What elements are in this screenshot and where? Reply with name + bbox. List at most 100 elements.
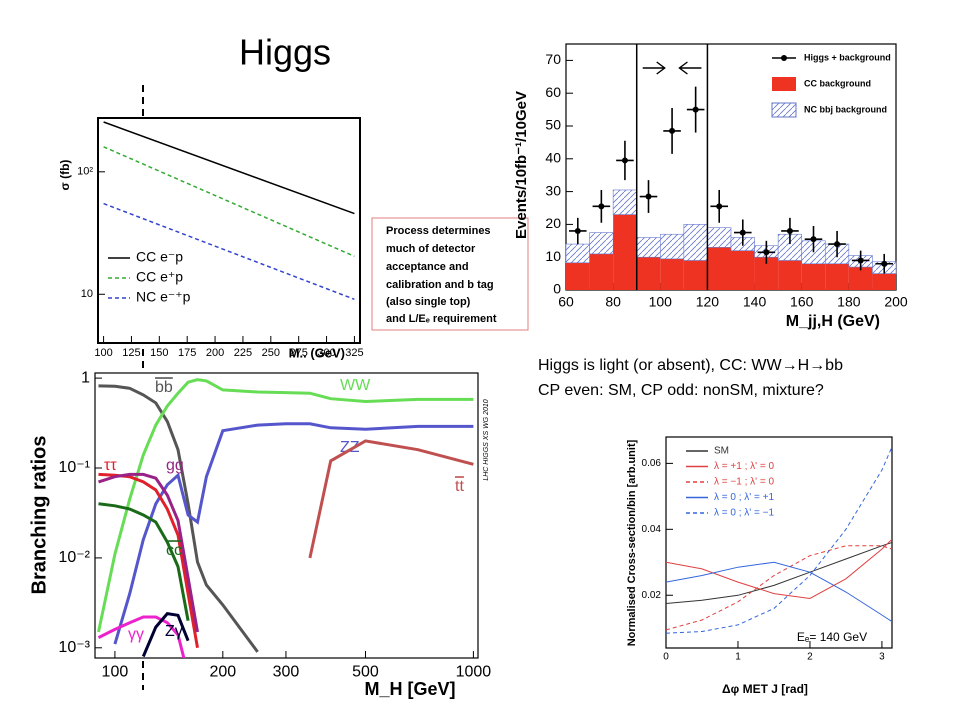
hist-bar [660,258,684,290]
data-point [739,229,746,236]
data-point [834,241,841,248]
data-point [881,260,888,267]
curve-label: γγ [128,626,144,643]
data-point [669,127,676,134]
x-tick-label: 140 [743,293,767,309]
hist-bar [848,267,873,290]
series-line [113,422,474,645]
series-line [98,502,190,621]
y-tick-label: 10² [77,166,93,178]
data-point [810,236,817,243]
hist-bar [801,263,826,290]
hist-bar [636,237,661,258]
series-line [666,538,892,600]
caption-line: Higgs is light (or absent), CC: WW→H→bb [538,357,843,374]
legend-label: NC bbj background [804,104,887,114]
y-axis-label: Branching ratios [28,436,50,595]
x-tick-label: 100 [102,664,129,681]
data-point [857,257,864,264]
y-tick-label: 40 [545,150,561,166]
curve-label: WW [340,377,371,394]
hist-bar [589,232,614,255]
plot-frame [97,117,361,344]
note-line: much of detector [386,243,476,255]
x-tick-label: 325 [345,347,363,359]
y-tick-label: 10⁻¹ [58,459,90,476]
series-line [308,439,474,559]
hist-bar [613,214,637,290]
hist-bar [589,253,614,290]
x-tick-label: 200 [209,664,236,681]
note-line: acceptance and [386,261,469,273]
y-axis-label: Events/10fb⁻¹/10GeV [513,91,530,239]
annotation: Eₑ= 140 GeV [797,630,867,644]
y-tick-label: 0.06 [642,458,662,469]
x-tick-label: 100 [649,293,673,309]
series-line [141,611,190,658]
curve-label: ττ [104,457,117,474]
hist-bar [872,273,896,290]
hist-bar [754,257,779,290]
legend-swatch [771,102,797,118]
y-tick-label: 0 [553,281,561,297]
caption-line: CP even: SM, CP odd: nonSM, mixture? [538,382,824,399]
y-tick-label: 0.04 [642,524,662,535]
note-line: and L/Eₑ requirement [386,313,497,325]
x-tick-label: 80 [605,293,621,309]
legend-label: NC e⁻⁺p [136,289,191,305]
legend-label: CC e⁻p [136,249,183,265]
data-point [574,227,581,234]
note-line: (also single top) [386,296,471,308]
y-tick-label: 30 [545,182,561,198]
legend-label: SM [714,446,729,457]
x-axis-label: M_jj,H (GeV) [786,313,880,330]
x-tick-label: 60 [558,293,574,309]
x-tick-label: 2 [807,652,813,663]
hist-bar [566,262,590,290]
legend-swatch [772,77,796,91]
series-line [666,446,892,634]
series-line [103,121,355,215]
data-point [716,203,723,210]
curve-label: bb [155,379,173,396]
note-box [371,217,529,331]
x-tick-label: 275 [290,347,308,359]
legend-label: CC background [804,78,871,88]
legend-label: λ = +1 ; λ' = 0 [714,461,774,472]
series-line [666,545,892,631]
x-tick-label: 1 [735,652,741,663]
y-tick-label: 50 [545,117,561,133]
x-tick-label: 200 [206,347,224,359]
data-point [598,203,605,210]
curve-label: Zγ [165,623,183,640]
series-line [98,472,199,633]
curve-label: tt [455,478,464,495]
series-line [103,146,355,257]
x-tick-label: 175 [178,347,196,359]
note-line: Process determines [386,225,491,237]
x-tick-label: 250 [262,347,280,359]
y-axis-label: σ (fb) [58,160,72,191]
y-tick-label: 10⁻² [58,549,90,566]
x-tick-label: 100 [94,347,112,359]
series-line [97,378,474,633]
hist-bar [565,243,590,264]
y-tick-label: 10 [545,248,561,264]
data-point [645,193,652,200]
data-point [621,157,628,164]
curve-label: gg [166,457,184,474]
y-tick-label: 10⁻³ [58,639,90,656]
x-axis-label: M.. (GeV) [289,345,345,360]
x-axis-label: Δφ MET J [rad] [722,682,808,696]
x-tick-label: 200 [884,293,908,309]
series-line [98,384,259,653]
x-tick-label: 180 [837,293,861,309]
hist-bar [778,260,802,290]
data-point [763,249,770,256]
legend-label: CC e⁺p [136,269,183,285]
series-line [97,615,186,658]
note-line: calibration and b tag [386,279,494,291]
x-tick-label: 0 [663,652,669,663]
